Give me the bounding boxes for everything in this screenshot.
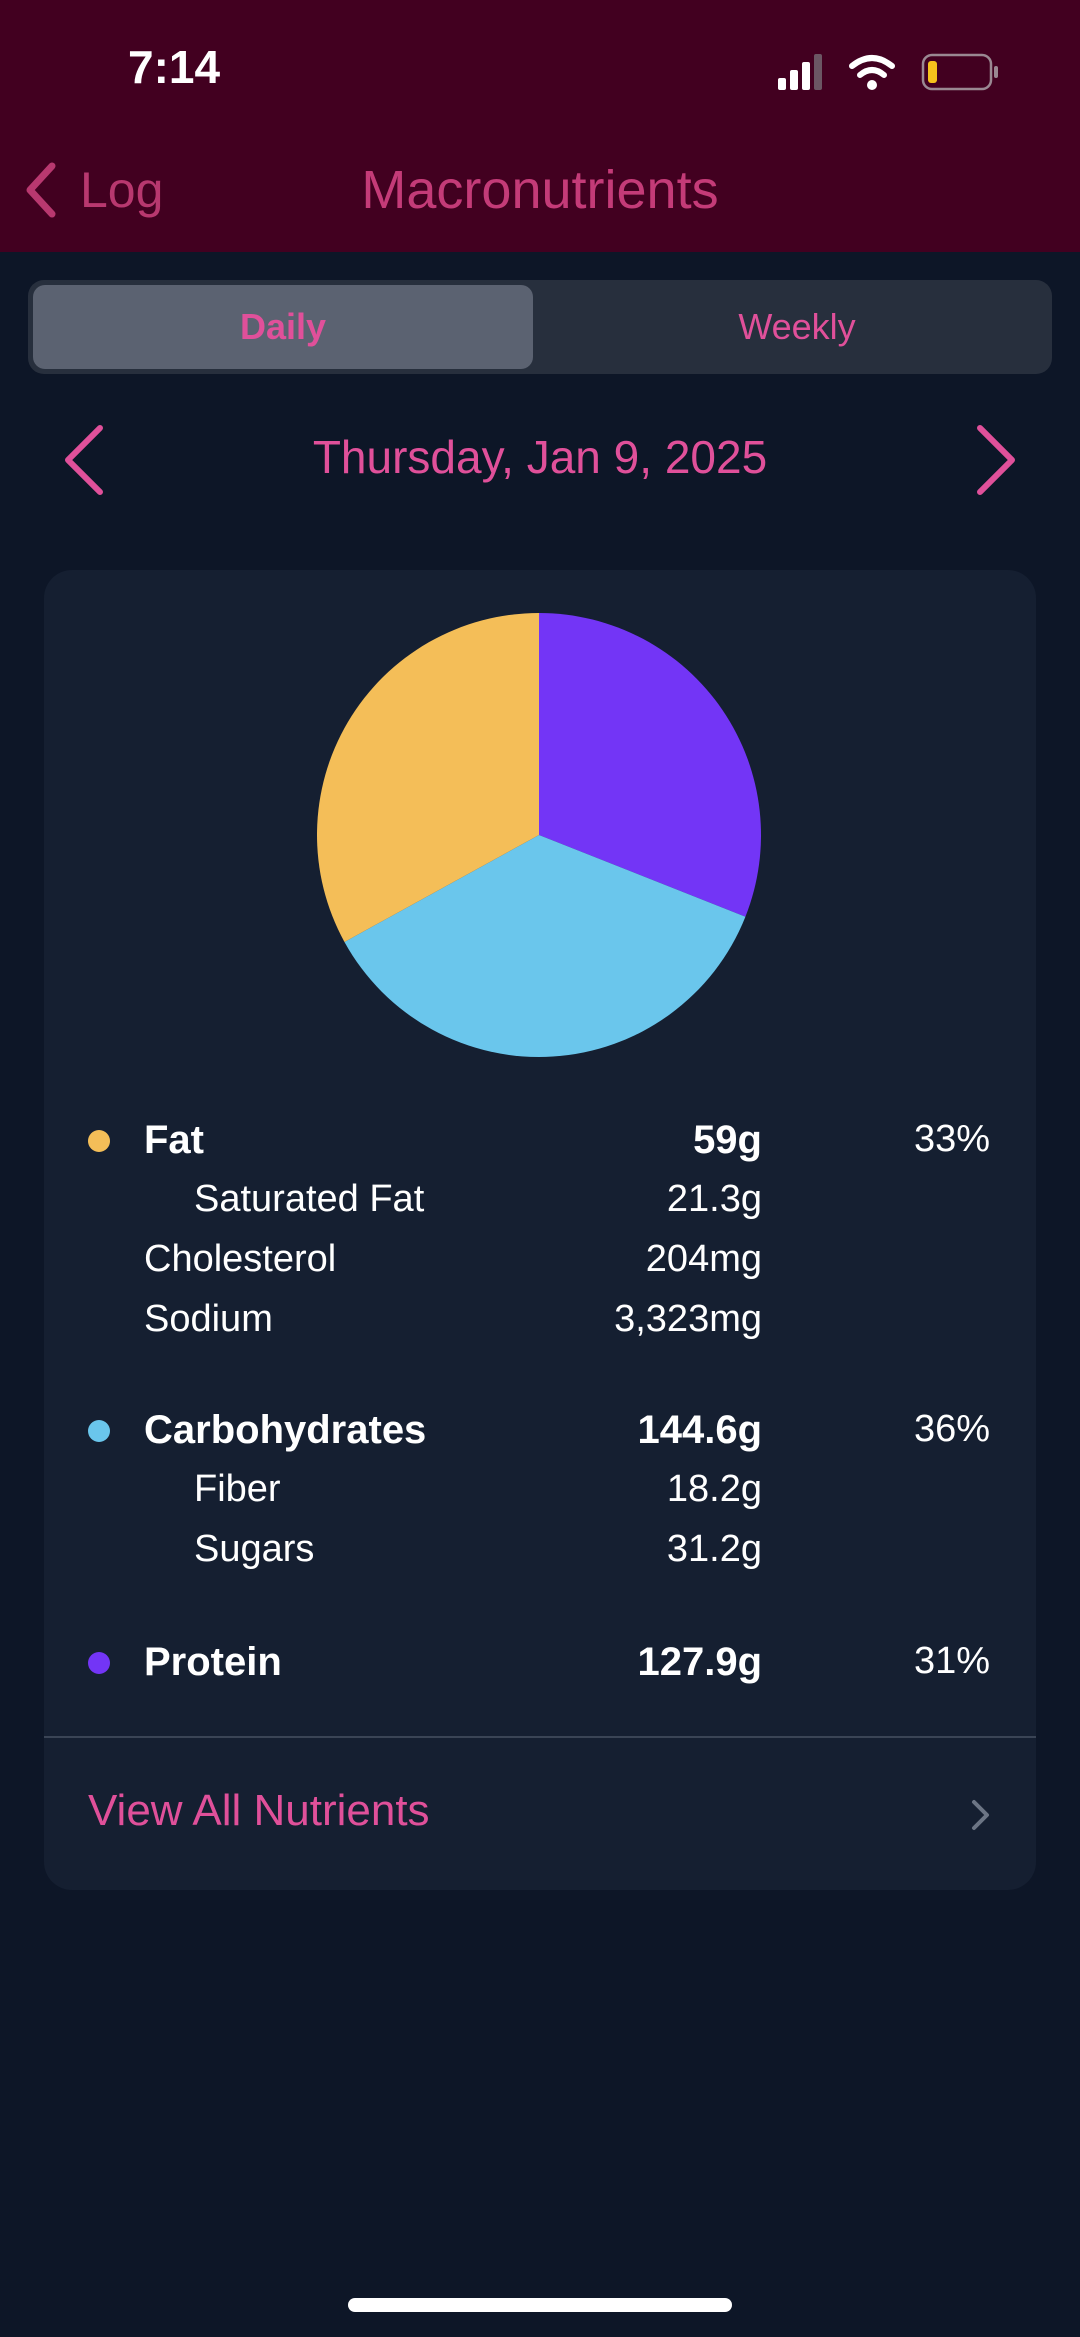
nutrient-name: Protein [144, 1640, 282, 1684]
top-bar: 7:14 Log Mac [0, 0, 1080, 252]
nutrient-row-carbohydrates: Carbohydrates 144.6g 36% [44, 1400, 1036, 1460]
nutrient-value: 127.9g [637, 1640, 762, 1684]
pie-slice-protein [539, 613, 761, 917]
pie-slice-carbohydrates [344, 835, 746, 1057]
fat-legend-dot [88, 1130, 110, 1152]
nutrient-percent: 33% [913, 1118, 990, 1160]
nutrient-name: Fat [144, 1118, 204, 1162]
chevron-left-icon [26, 162, 56, 218]
carbohydrates-legend-dot [88, 1420, 110, 1442]
macronutrients-card: Fat 59g 33% Saturated Fat 21.3g Choleste… [44, 570, 1036, 1890]
nutrient-name: Cholesterol [144, 1238, 337, 1280]
chevron-right-icon [977, 425, 1015, 495]
battery-low-icon [921, 53, 998, 91]
tab-weekly[interactable]: Weekly [738, 306, 856, 347]
view-all-nutrients-button[interactable]: View All Nutrients [44, 1740, 1036, 1890]
macronutrient-pie-chart [317, 613, 761, 1057]
nutrient-name: Sugars [194, 1528, 315, 1570]
chevron-left-icon [65, 425, 103, 495]
nutrient-name: Carbohydrates [144, 1408, 427, 1452]
nutrient-percent: 31% [913, 1640, 990, 1682]
chevron-right-icon [972, 1800, 989, 1830]
nutrient-name: Saturated Fat [194, 1178, 425, 1220]
nutrient-value: 3,323mg [614, 1298, 762, 1340]
page-title: Macronutrients [361, 160, 719, 220]
nutrient-value: 144.6g [637, 1408, 762, 1452]
nutrient-value: 21.3g [666, 1178, 762, 1220]
nutrient-row-sodium: Sodium 3,323mg [44, 1290, 1036, 1350]
next-date-button[interactable] [958, 420, 1028, 500]
wifi-icon [849, 55, 895, 90]
nutrient-value: 204mg [645, 1238, 762, 1280]
previous-date-button[interactable] [52, 420, 122, 500]
tab-daily[interactable]: Daily [33, 285, 533, 369]
nutrient-row-fiber: Fiber 18.2g [44, 1460, 1036, 1520]
cellular-signal-icon [778, 54, 822, 90]
home-indicator [348, 2298, 732, 2312]
nutrient-row-cholesterol: Cholesterol 204mg [44, 1230, 1036, 1290]
nutrient-row-fat: Fat 59g 33% [44, 1110, 1036, 1170]
nutrient-percent: 36% [913, 1408, 990, 1450]
nutrient-name: Sodium [144, 1298, 273, 1340]
date-label: Thursday, Jan 9, 2025 [312, 431, 768, 483]
nutrient-row-saturated-fat: Saturated Fat 21.3g [44, 1170, 1036, 1230]
protein-legend-dot [88, 1652, 110, 1674]
nutrient-row-sugars: Sugars 31.2g [44, 1520, 1036, 1580]
back-label: Log [80, 162, 164, 218]
nutrient-value: 31.2g [666, 1528, 762, 1570]
nutrient-row-protein: Protein 127.9g 31% [44, 1632, 1036, 1692]
period-segmented-control: Daily Weekly [28, 280, 1052, 374]
pie-slice-fat [317, 613, 539, 942]
divider [44, 1736, 1036, 1738]
back-button[interactable]: Log [20, 150, 163, 230]
status-icons [778, 53, 998, 91]
status-time: 7:14 [128, 41, 221, 93]
view-all-label: View All Nutrients [88, 1786, 430, 1835]
nutrient-value: 59g [693, 1118, 762, 1162]
nutrient-value: 18.2g [666, 1468, 762, 1510]
nutrient-name: Fiber [194, 1468, 281, 1510]
